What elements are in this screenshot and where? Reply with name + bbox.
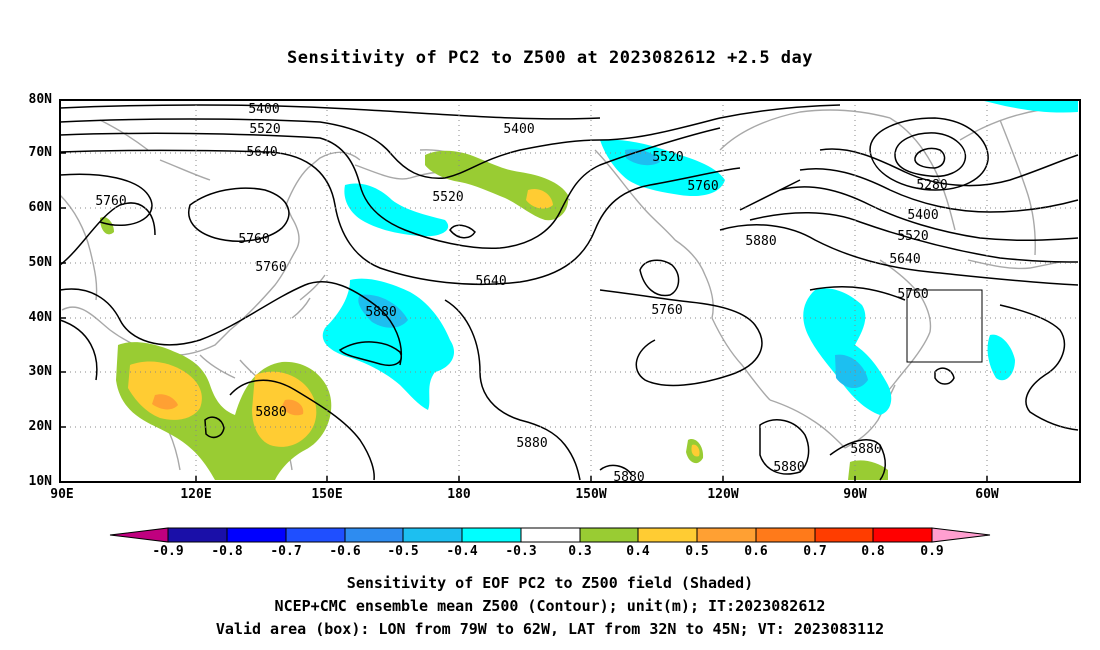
contour-label: 5640: [889, 252, 920, 267]
colorbar-swatch: [226, 527, 287, 543]
lat-label: 30N: [28, 364, 52, 379]
lon-label: 150W: [575, 487, 607, 502]
lat-label: 20N: [28, 419, 52, 434]
contour-label: 5520: [249, 122, 280, 137]
colorbar-label: -0.7: [270, 544, 302, 559]
lon-label: 90E: [50, 487, 74, 502]
contour-label: 5400: [248, 102, 279, 117]
colorbar-label: -0.4: [446, 544, 478, 559]
colorbar-swatch: [696, 527, 757, 543]
lat-label: 60N: [28, 200, 52, 215]
lat-label: 80N: [28, 92, 52, 107]
contour-label: 5640: [246, 145, 277, 160]
contour-label: 5880: [365, 305, 396, 320]
contour-label: 5400: [907, 208, 938, 223]
colorbar-label: 0.6: [744, 544, 768, 559]
caption-valid-area: Valid area (box): LON from 79W to 62W, L…: [215, 620, 885, 638]
lat-label: 50N: [28, 255, 52, 270]
contour-label: 5520: [897, 229, 928, 244]
colorbar-swatch: [814, 527, 874, 543]
colorbar-min-triangle: [109, 527, 169, 543]
colorbar-label: -0.8: [211, 544, 243, 559]
contour-label: 5760: [651, 303, 682, 318]
colorbar-label: -0.9: [152, 544, 184, 559]
contour-label-group: 5400 5400 5400 5520 5520 5520 5520 5640 …: [95, 102, 947, 485]
lon-label: 180: [447, 487, 471, 502]
lon-label: 120E: [180, 487, 212, 502]
colorbar-swatch: [402, 527, 463, 543]
contour-label: 5520: [432, 190, 463, 205]
colorbar-swatch: [637, 527, 698, 543]
colorbar-label: 0.5: [685, 544, 709, 559]
contour-label: 5280: [916, 178, 947, 193]
contour-label: 5760: [255, 260, 286, 275]
colorbar-label: 0.9: [920, 544, 944, 559]
contour-label: 5400: [503, 122, 534, 137]
contour-label: 5640: [475, 274, 506, 289]
chart-title: Sensitivity of PC2 to Z500 at 2023082612…: [286, 48, 813, 68]
colorbar-swatch: [167, 527, 228, 543]
colorbar: [109, 527, 991, 543]
colorbar-swatch: [285, 527, 346, 543]
lon-label: 120W: [707, 487, 739, 502]
colorbar-swatch: [520, 527, 581, 543]
caption-contour: NCEP+CMC ensemble mean Z500 (Contour); u…: [274, 597, 826, 615]
colorbar-label: 0.4: [626, 544, 650, 559]
colorbar-label: 0.7: [803, 544, 827, 559]
contour-label: 5880: [850, 442, 881, 457]
contour-label: 5760: [238, 232, 269, 247]
contour-label: 5880: [516, 436, 547, 451]
colorbar-label: -0.6: [329, 544, 361, 559]
colorbar-swatch: [461, 527, 522, 543]
caption-shading: Sensitivity of EOF PC2 to Z500 field (Sh…: [346, 574, 754, 592]
lat-label: 70N: [28, 145, 52, 160]
colorbar-label: 0.3: [568, 544, 592, 559]
contour-label: 5880: [773, 460, 804, 475]
colorbar-swatch: [344, 527, 404, 543]
gridlines: [60, 100, 1080, 482]
colorbar-swatch: [872, 527, 933, 543]
colorbar-swatch: [579, 527, 639, 543]
contour-label: 5880: [255, 405, 286, 420]
colorbar-max-triangle: [931, 527, 991, 543]
contour-label: 5760: [897, 287, 928, 302]
lon-label: 150E: [311, 487, 343, 502]
lon-label: 60W: [975, 487, 999, 502]
colorbar-label: -0.5: [387, 544, 419, 559]
contour-label: 5520: [652, 150, 683, 165]
contour-label: 5880: [745, 234, 776, 249]
colorbar-swatch: [755, 527, 816, 543]
plot-frame: [59, 99, 1081, 483]
lat-label: 10N: [28, 474, 52, 489]
lat-label: 40N: [28, 310, 52, 325]
colorbar-label: 0.8: [861, 544, 885, 559]
contour-label: 5760: [687, 179, 718, 194]
contour-label: 5760: [95, 194, 126, 209]
lon-label: 90W: [843, 487, 867, 502]
z500-contours: [59, 104, 1079, 481]
valid-area-box: [906, 289, 983, 363]
colorbar-label: -0.3: [505, 544, 537, 559]
axis-ticks: [60, 99, 988, 482]
